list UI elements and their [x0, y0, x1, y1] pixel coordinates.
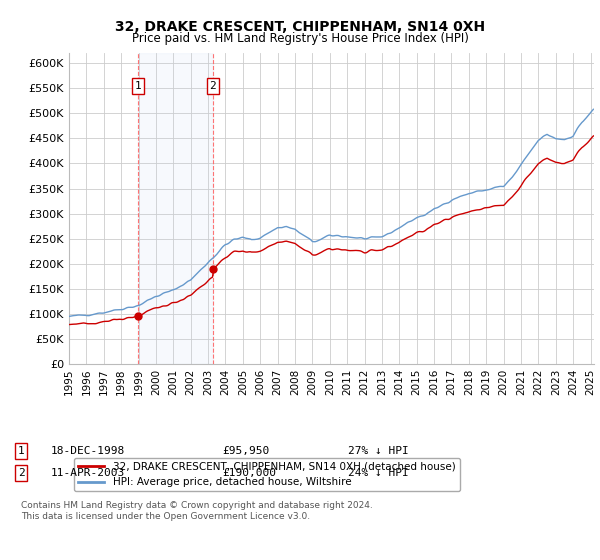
Text: 18-DEC-1998: 18-DEC-1998 [51, 446, 125, 456]
Text: 1: 1 [134, 81, 141, 91]
Text: Contains HM Land Registry data © Crown copyright and database right 2024.
This d: Contains HM Land Registry data © Crown c… [21, 501, 373, 521]
Text: 2: 2 [209, 81, 216, 91]
Text: 32, DRAKE CRESCENT, CHIPPENHAM, SN14 0XH: 32, DRAKE CRESCENT, CHIPPENHAM, SN14 0XH [115, 20, 485, 34]
Legend: 32, DRAKE CRESCENT, CHIPPENHAM, SN14 0XH (detached house), HPI: Average price, d: 32, DRAKE CRESCENT, CHIPPENHAM, SN14 0XH… [74, 458, 460, 491]
Text: 2: 2 [17, 468, 25, 478]
Text: 24% ↓ HPI: 24% ↓ HPI [348, 468, 409, 478]
Text: £190,000: £190,000 [222, 468, 276, 478]
Text: Price paid vs. HM Land Registry's House Price Index (HPI): Price paid vs. HM Land Registry's House … [131, 32, 469, 45]
Text: £95,950: £95,950 [222, 446, 269, 456]
Text: 11-APR-2003: 11-APR-2003 [51, 468, 125, 478]
Text: 27% ↓ HPI: 27% ↓ HPI [348, 446, 409, 456]
Bar [138, 53, 213, 364]
Text: 1: 1 [17, 446, 25, 456]
